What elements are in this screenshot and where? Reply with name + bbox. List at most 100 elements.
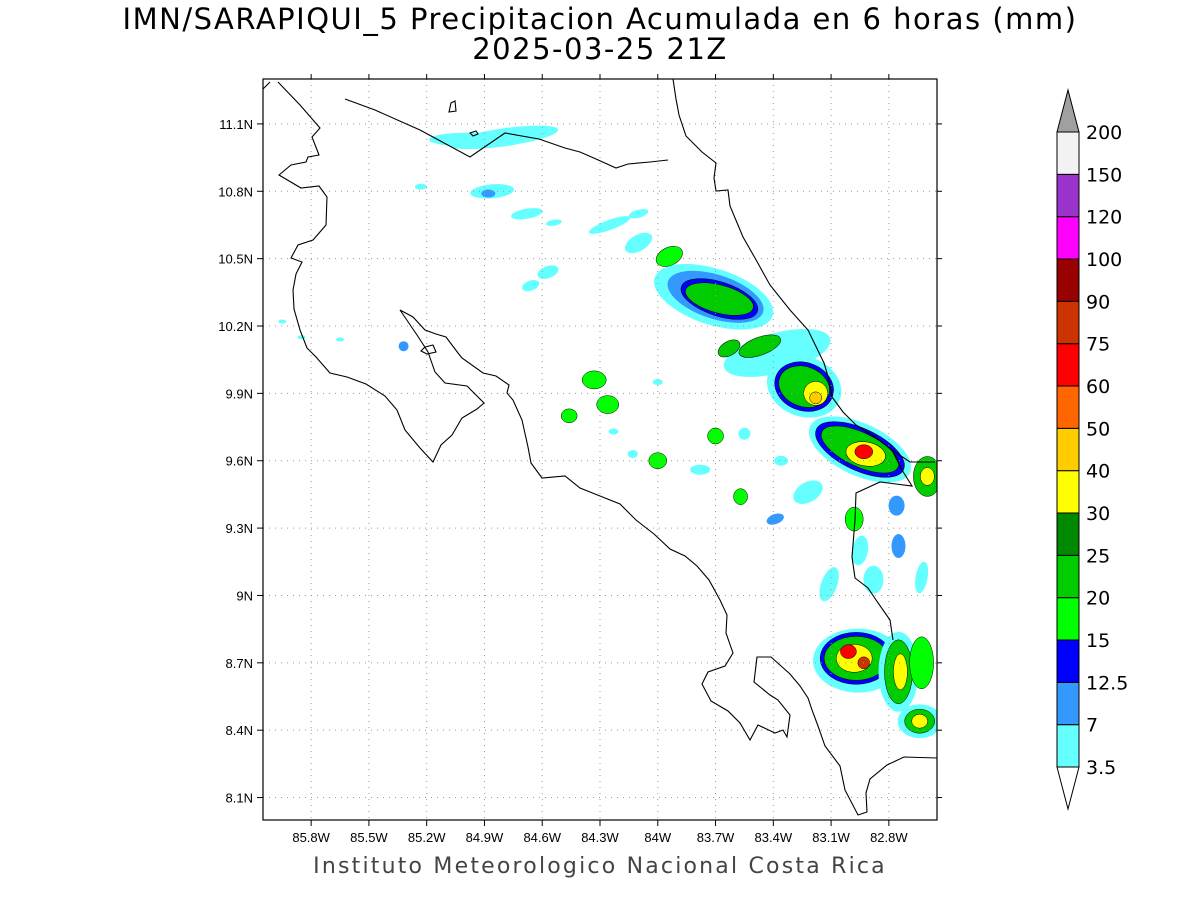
precip-cell — [624, 232, 653, 254]
precip-cell — [793, 480, 823, 504]
precip-cell — [648, 452, 668, 469]
colorbar-label: 25 — [1086, 545, 1110, 567]
colorbar-label: 7 — [1086, 715, 1098, 737]
lon-tick-label: 83.1W — [812, 830, 850, 845]
precip-cell — [522, 279, 540, 292]
lon-tick-label: 83.7W — [697, 830, 735, 845]
precip-cell — [911, 713, 928, 729]
colorbar-swatch — [1056, 597, 1080, 641]
precip-cell — [723, 328, 831, 377]
pacific-coastline — [277, 81, 937, 816]
colorbar-label: 15 — [1086, 630, 1110, 652]
lat-tick-label: 10.5N — [218, 252, 253, 267]
colorbar-label: 120 — [1086, 207, 1122, 229]
lat-tick-label: 9N — [236, 588, 253, 603]
colorbar-swatch — [1056, 470, 1080, 514]
nicaragua-border — [344, 98, 669, 169]
coastline-borders — [263, 79, 937, 816]
colorbar-label: 3.5 — [1086, 757, 1116, 779]
colorbar-label: 60 — [1086, 376, 1110, 398]
colorbar-swatch — [1056, 639, 1080, 683]
precip-cell — [537, 265, 559, 279]
colorbar-swatch — [1056, 554, 1080, 599]
precip-cell — [774, 455, 789, 466]
gulf-island — [420, 344, 437, 355]
colorbar-label: 30 — [1086, 503, 1110, 525]
precip-cell — [278, 319, 287, 324]
latitude-axis: 11.1N 10.8N 10.5N 10.2N 9.9N 9.6N 9.3N 9N 8.7N 8.… — [218, 117, 942, 806]
lon-tick-label: 84.3W — [581, 830, 619, 845]
colorbar-label: 50 — [1086, 418, 1110, 440]
precip-cell — [596, 395, 619, 414]
precip-cell — [840, 644, 857, 659]
colorbar-label: 90 — [1086, 291, 1110, 313]
lat-tick-label: 8.7N — [226, 656, 253, 671]
precip-cell — [545, 219, 562, 226]
precip-cell — [652, 379, 663, 386]
colorbar-label: 150 — [1086, 164, 1122, 186]
lon-tick-label: 85.5W — [350, 830, 388, 845]
longitude-axis: 85.8W 85.5W 85.2W 84.9W 84.6W 84.3W 84W 83.7W 83… — [292, 74, 908, 845]
precip-cell — [920, 467, 935, 486]
precip-cell — [336, 337, 345, 342]
colorbar-swatch — [1056, 681, 1080, 726]
precip-cell — [733, 488, 748, 505]
precip-cell — [854, 444, 874, 459]
precipitation-field — [278, 125, 937, 739]
precip-cell — [909, 636, 934, 690]
colorbar-swatch — [1056, 427, 1080, 472]
precip-cell — [893, 653, 908, 691]
lon-tick-label: 85.8W — [292, 830, 330, 845]
precip-cell — [809, 391, 822, 405]
precip-cell — [851, 535, 869, 566]
small-island — [468, 130, 479, 137]
colorbar-label: 12.5 — [1086, 672, 1128, 694]
precip-cell — [655, 246, 683, 267]
precip-cell — [738, 334, 781, 358]
lon-tick-label: 85.2W — [408, 830, 446, 845]
precip-cell — [690, 464, 711, 475]
colorbar-swatch — [1056, 724, 1080, 768]
map-subtitle-date: 2025-03-25 21Z — [472, 32, 728, 66]
precip-cell — [863, 565, 884, 594]
precip-cell — [915, 561, 929, 594]
lat-tick-label: 8.4N — [226, 723, 253, 738]
precip-cell — [581, 370, 607, 390]
colorbar-label: 200 — [1086, 122, 1122, 144]
panama-border — [851, 451, 914, 641]
colorbar-swatch — [1056, 131, 1080, 175]
lat-tick-label: 9.9N — [226, 386, 253, 401]
lon-tick-label: 83.4W — [755, 830, 793, 845]
colorbar-over-arrow — [1056, 88, 1080, 133]
colorbar-legend: 3.5 7 12.5 15 20 25 30 40 50 60 75 90 100 120 150 200 — [1056, 88, 1128, 811]
precip-cell — [738, 427, 751, 440]
colorbar-swatch — [1056, 300, 1080, 345]
colorbar-swatch — [1056, 385, 1080, 429]
lat-tick-label: 8.1N — [226, 791, 253, 806]
caribbean-coastline — [672, 79, 935, 463]
precip-cell — [414, 183, 427, 190]
lat-tick-label: 11.1N — [219, 117, 253, 132]
precip-cell — [398, 341, 409, 352]
precip-cell — [481, 189, 496, 198]
colorbar-swatch — [1056, 216, 1080, 260]
precip-cell — [819, 567, 839, 602]
precip-cell — [685, 282, 754, 316]
colorbar-label: 100 — [1086, 249, 1122, 271]
precip-cell — [608, 428, 619, 435]
lat-tick-label: 9.6N — [226, 454, 253, 469]
lon-tick-label: 84.6W — [523, 830, 561, 845]
colorbar-swatch — [1056, 343, 1080, 387]
precip-cell — [560, 408, 578, 424]
colorbar-under-arrow — [1056, 766, 1080, 811]
map-title: IMN/SARAPIQUI_5 Precipitacion Acumulada … — [122, 2, 1078, 36]
lat-tick-label: 10.2N — [218, 319, 253, 334]
precip-cell — [588, 216, 631, 234]
lon-tick-label: 82.8W — [870, 830, 908, 845]
precip-cell — [511, 208, 543, 220]
precip-cell — [891, 534, 906, 559]
colorbar-label: 75 — [1086, 334, 1110, 356]
colorbar-swatch — [1056, 512, 1080, 556]
lat-tick-label: 9.3N — [226, 521, 253, 536]
